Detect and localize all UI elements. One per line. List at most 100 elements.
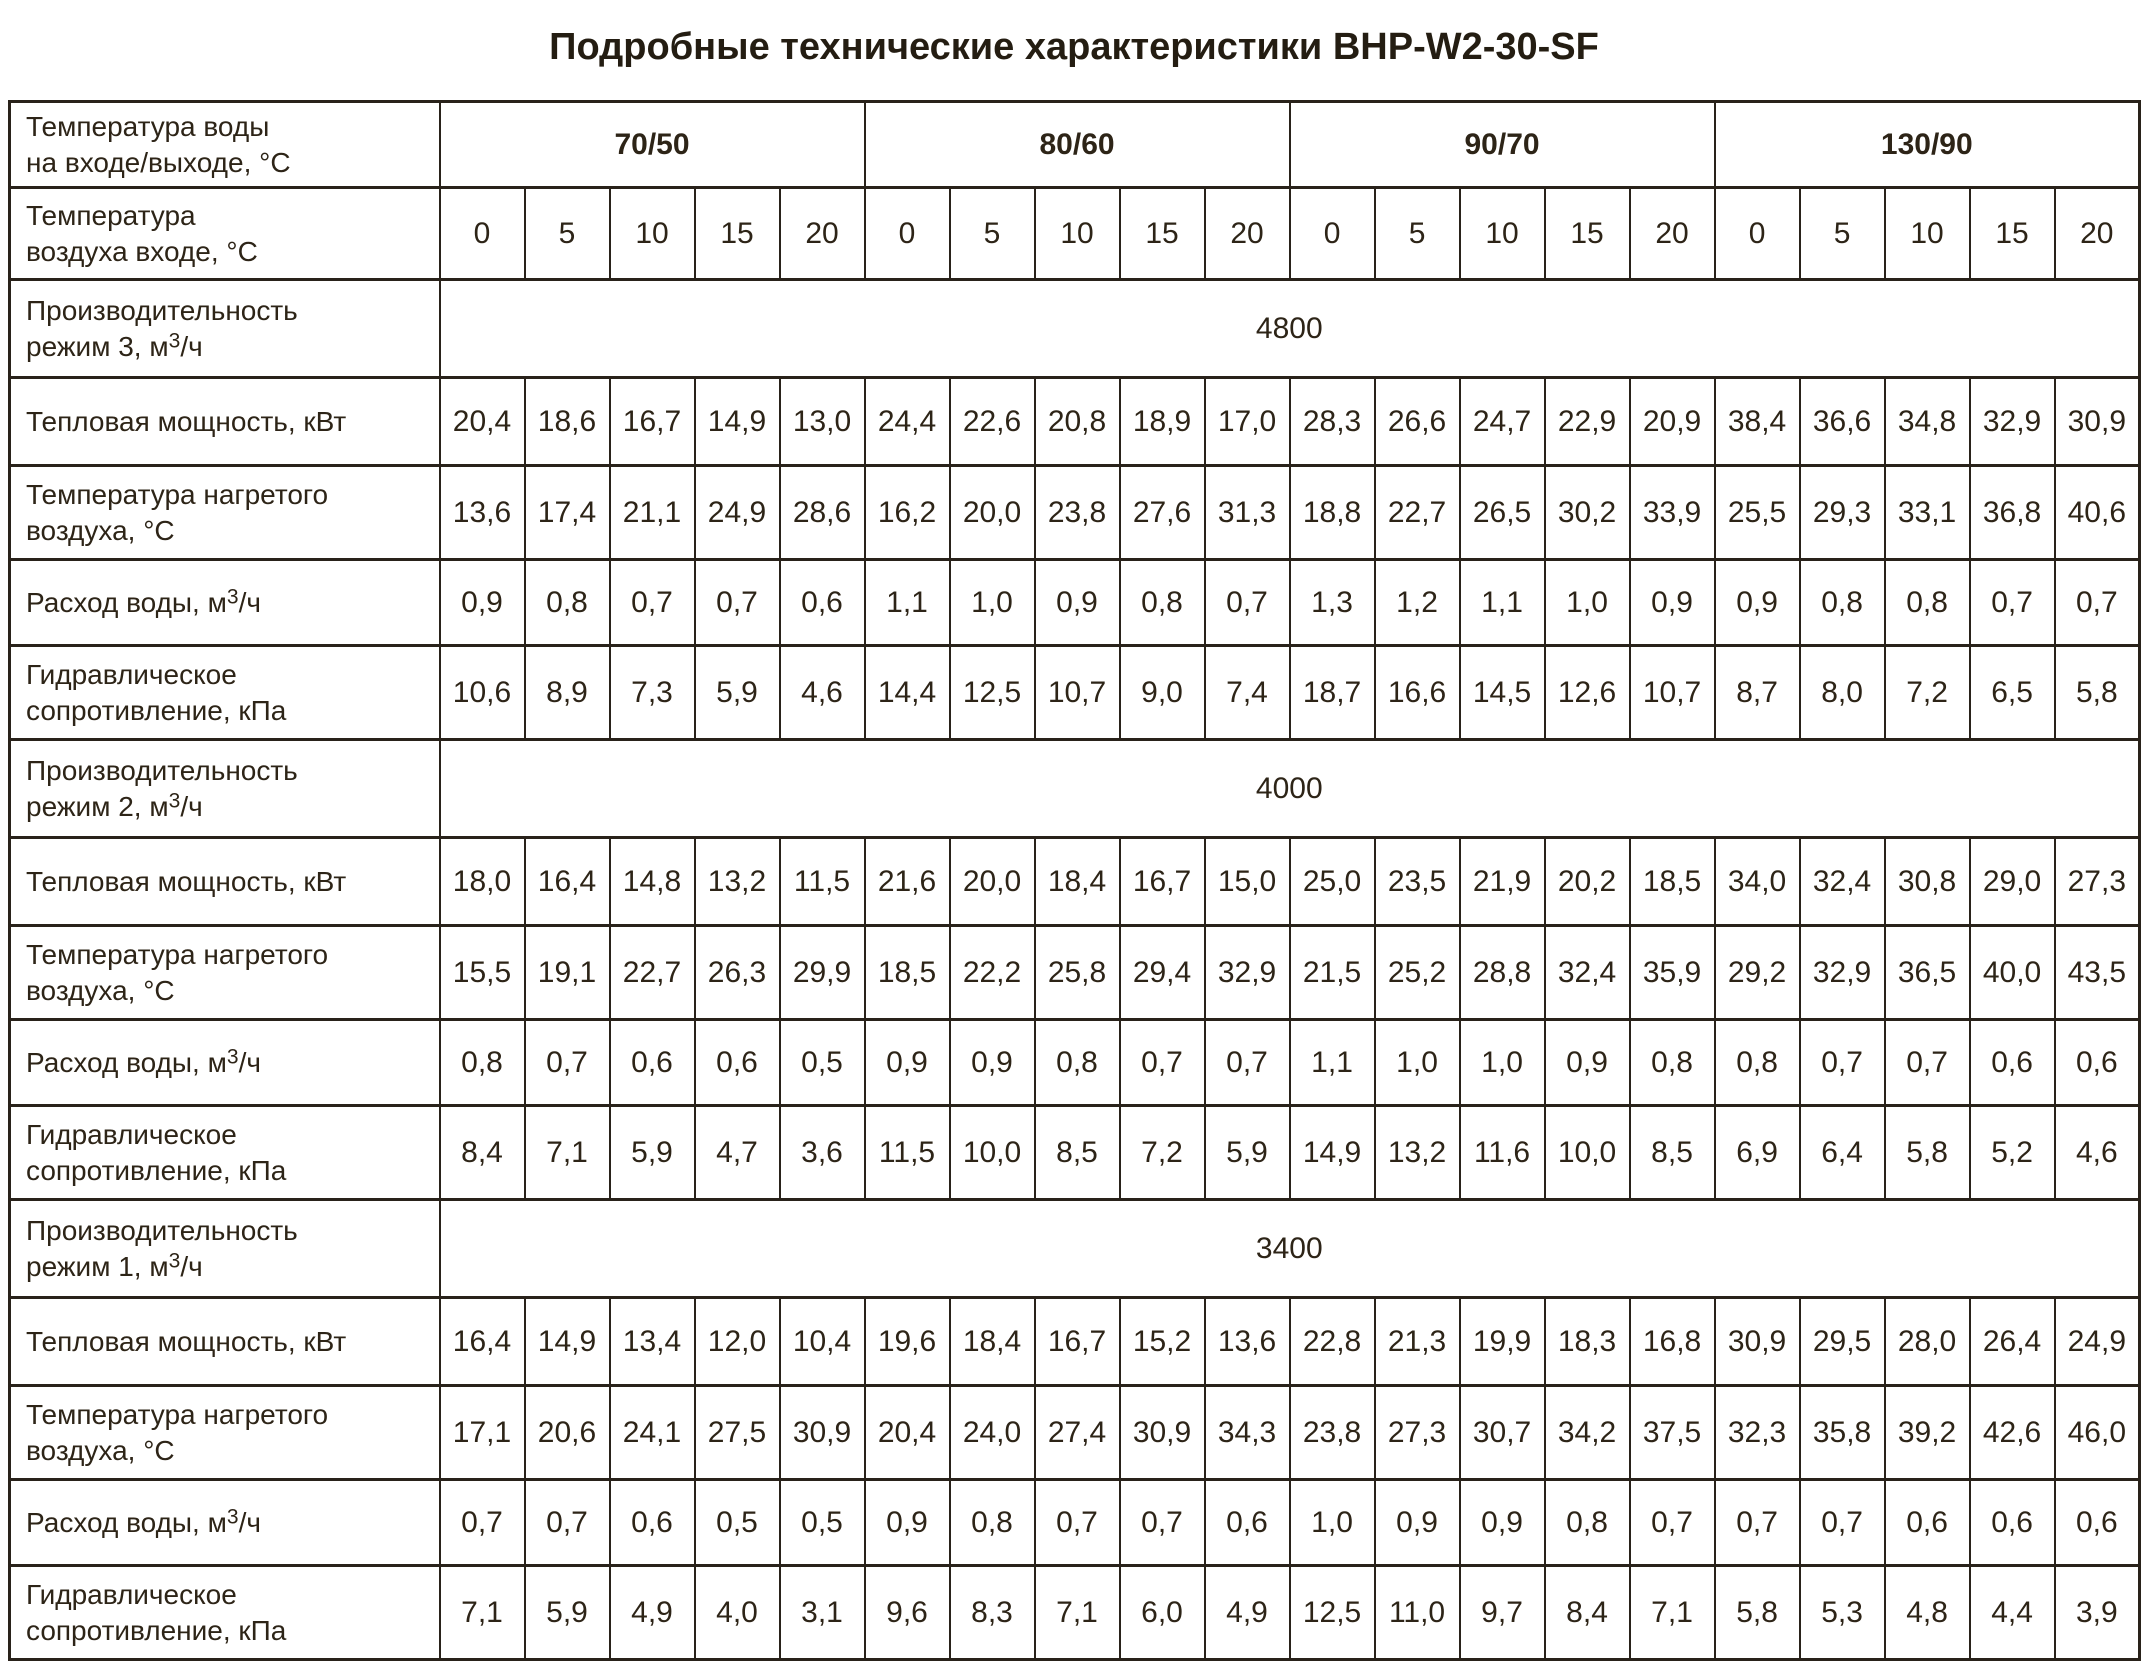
data-cell: 0,5 — [778, 1478, 866, 1567]
air-temp-value: 10 — [1883, 186, 1971, 281]
row-label: Тепловая мощность, кВт — [8, 376, 441, 467]
data-cell: 14,5 — [1458, 644, 1546, 741]
data-cell: 20,4 — [438, 376, 526, 467]
data-cell: 28,0 — [1883, 1296, 1971, 1387]
data-cell: 20,0 — [948, 836, 1036, 927]
data-cell: 0,8 — [1543, 1478, 1631, 1567]
data-cell: 23,8 — [1033, 464, 1121, 561]
data-cell: 19,9 — [1458, 1296, 1546, 1387]
data-cell: 23,8 — [1288, 1384, 1376, 1481]
data-cell: 0,6 — [1968, 1018, 2056, 1107]
data-row: Температура нагретого воздуха, °С 13,6 17,4… — [8, 464, 2141, 561]
row-label: Расход воды, м3/ч — [8, 1478, 441, 1567]
data-cell: 10,7 — [1033, 644, 1121, 741]
air-temp-value: 15 — [1968, 186, 2056, 281]
data-cell: 14,9 — [693, 376, 781, 467]
air-temp-value: 15 — [693, 186, 781, 281]
data-cell: 27,3 — [2053, 836, 2141, 927]
data-cell: 5,3 — [1798, 1564, 1886, 1661]
data-cell: 38,4 — [1713, 376, 1801, 467]
data-cell: 30,8 — [1883, 836, 1971, 927]
data-cell: 0,9 — [1373, 1478, 1461, 1567]
row-label: Тепловая мощность, кВт — [8, 1296, 441, 1387]
data-cell: 8,0 — [1798, 644, 1886, 741]
air-temp-value: 20 — [1628, 186, 1716, 281]
data-cell: 8,4 — [438, 1104, 526, 1201]
data-row: Тепловая мощность, кВт 20,4 18,6 16,7 14,9 13… — [8, 376, 2141, 467]
row-label: Температура нагретого воздуха, °С — [8, 924, 441, 1021]
data-cell: 0,9 — [1033, 558, 1121, 647]
capacity-value: 4000 — [438, 738, 2141, 839]
data-cell: 1,0 — [1543, 558, 1631, 647]
data-cell: 15,5 — [438, 924, 526, 1021]
data-cell: 18,4 — [1033, 836, 1121, 927]
data-row: Расход воды, м3/ч 0,8 0,7 0,6 0,6 0,5 0,9 0,9 0,… — [8, 1018, 2141, 1107]
data-cell: 1,0 — [1458, 1018, 1546, 1107]
data-cell: 24,7 — [1458, 376, 1546, 467]
capacity-value: 3400 — [438, 1198, 2141, 1299]
data-cell: 0,5 — [778, 1018, 866, 1107]
air-temp-value: 0 — [438, 186, 526, 281]
data-cell: 0,7 — [1118, 1478, 1206, 1567]
data-cell: 22,7 — [1373, 464, 1461, 561]
data-cell: 35,9 — [1628, 924, 1716, 1021]
data-cell: 4,8 — [1883, 1564, 1971, 1661]
data-cell: 14,4 — [863, 644, 951, 741]
data-cell: 0,7 — [693, 558, 781, 647]
row-label: Тепловая мощность, кВт — [8, 836, 441, 927]
data-cell: 4,6 — [2053, 1104, 2141, 1201]
data-cell: 9,0 — [1118, 644, 1206, 741]
data-cell: 8,4 — [1543, 1564, 1631, 1661]
data-cell: 28,6 — [778, 464, 866, 561]
data-cell: 34,3 — [1203, 1384, 1291, 1481]
data-cell: 16,6 — [1373, 644, 1461, 741]
data-cell: 0,8 — [948, 1478, 1036, 1567]
data-cell: 8,5 — [1628, 1104, 1716, 1201]
data-cell: 0,9 — [1628, 558, 1716, 647]
data-cell: 36,5 — [1883, 924, 1971, 1021]
data-cell: 16,4 — [438, 1296, 526, 1387]
data-cell: 14,8 — [608, 836, 696, 927]
data-cell: 18,6 — [523, 376, 611, 467]
data-cell: 7,1 — [1628, 1564, 1716, 1661]
data-cell: 37,5 — [1628, 1384, 1716, 1481]
data-cell: 25,2 — [1373, 924, 1461, 1021]
data-cell: 23,5 — [1373, 836, 1461, 927]
data-cell: 0,7 — [523, 1018, 611, 1107]
air-temp-value: 10 — [1458, 186, 1546, 281]
data-row: Температура нагретого воздуха, °С 15,5 19,1… — [8, 924, 2141, 1021]
data-cell: 4,4 — [1968, 1564, 2056, 1661]
data-cell: 0,7 — [1628, 1478, 1716, 1567]
data-cell: 0,6 — [2053, 1478, 2141, 1567]
data-cell: 31,3 — [1203, 464, 1291, 561]
data-cell: 12,6 — [1543, 644, 1631, 741]
data-cell: 26,6 — [1373, 376, 1461, 467]
data-cell: 3,9 — [2053, 1564, 2141, 1661]
data-row: Температура нагретого воздуха, °С 17,1 20,6… — [8, 1384, 2141, 1481]
data-cell: 43,5 — [2053, 924, 2141, 1021]
data-cell: 5,8 — [2053, 644, 2141, 741]
data-cell: 26,3 — [693, 924, 781, 1021]
row-label: Температура нагретого воздуха, °С — [8, 464, 441, 561]
capacity-row-label: Производительность режим 1, м3/ч — [8, 1198, 441, 1299]
data-cell: 16,7 — [1118, 836, 1206, 927]
data-cell: 27,3 — [1373, 1384, 1461, 1481]
data-cell: 30,9 — [2053, 376, 2141, 467]
air-temp-value: 15 — [1543, 186, 1631, 281]
data-cell: 0,6 — [693, 1018, 781, 1107]
water-temp-header-row: Температура воды на входе/выходе, °С 70/50… — [8, 100, 2141, 189]
data-row: Расход воды, м3/ч 0,7 0,7 0,6 0,5 0,5 0,9 0,8 0,… — [8, 1478, 2141, 1567]
data-cell: 15,2 — [1118, 1296, 1206, 1387]
data-cell: 16,2 — [863, 464, 951, 561]
data-cell: 20,8 — [1033, 376, 1121, 467]
data-cell: 0,8 — [1033, 1018, 1121, 1107]
data-cell: 11,5 — [778, 836, 866, 927]
air-temp-header-label: Температура воздуха входе, °С — [8, 186, 441, 281]
data-cell: 21,5 — [1288, 924, 1376, 1021]
water-temp-header-label: Температура воды на входе/выходе, °С — [8, 100, 441, 189]
data-row: Гидравлическое сопротивление, кПа 7,1 5,9 4,… — [8, 1564, 2141, 1661]
data-cell: 1,1 — [1288, 1018, 1376, 1107]
data-cell: 0,8 — [1628, 1018, 1716, 1107]
data-cell: 28,3 — [1288, 376, 1376, 467]
data-cell: 5,8 — [1883, 1104, 1971, 1201]
